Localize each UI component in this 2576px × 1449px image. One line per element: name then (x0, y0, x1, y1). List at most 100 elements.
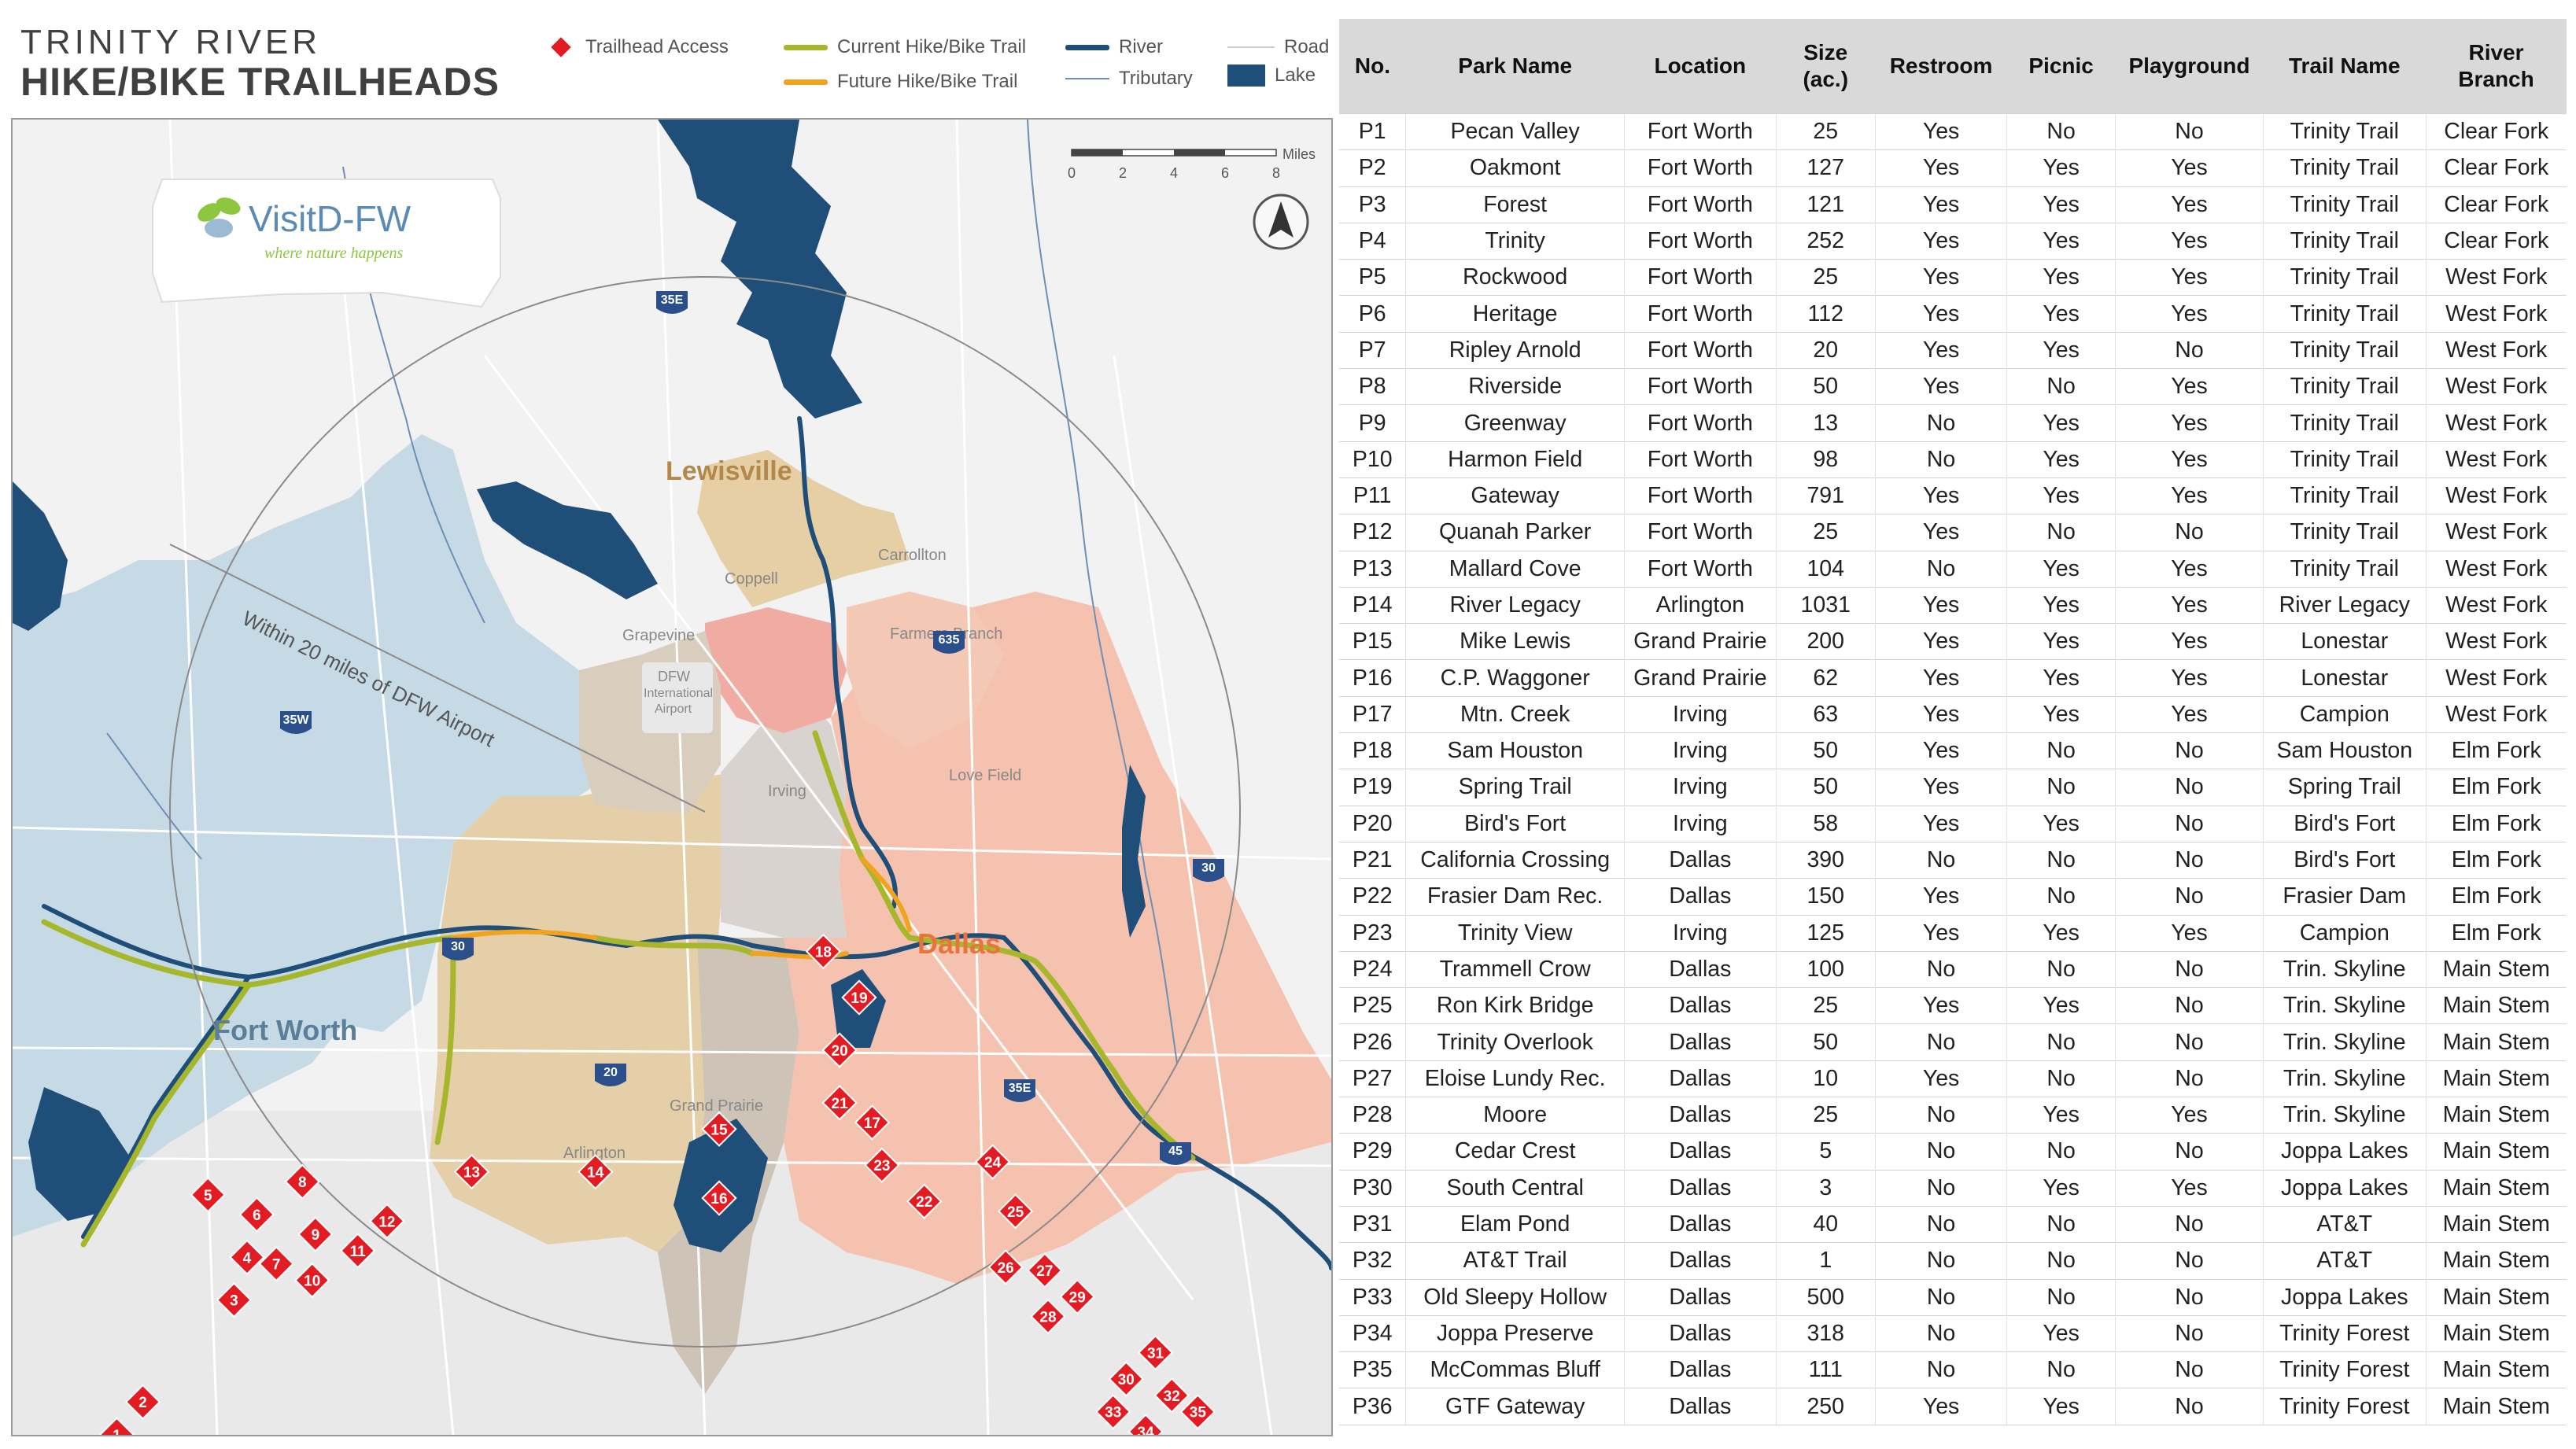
cell-trail-name: Trinity Trail (2263, 295, 2427, 333)
table-row[interactable]: P5 Rockwood Fort Worth 25 Yes Yes Yes Trinity T… (1339, 259, 2567, 296)
trailhead-marker[interactable]: 16 (701, 1180, 737, 1216)
table-row[interactable]: P20 Bird's Fort Irving 58 Yes Yes No Bird's For… (1339, 805, 2567, 842)
cell-park-name: McCommas Bluff (1405, 1351, 1625, 1388)
table-row[interactable]: P2 Oakmont Fort Worth 127 Yes Yes Yes Trinity T… (1339, 149, 2567, 187)
trailhead-marker[interactable]: 23 (864, 1147, 900, 1183)
table-row[interactable]: P4 Trinity Fort Worth 252 Yes Yes Yes Trinity T… (1339, 222, 2567, 260)
col-header-river-branch[interactable]: River Branch (2426, 19, 2567, 114)
cell-river-branch: Main Stem (2425, 1097, 2567, 1134)
table-row[interactable]: P3 Forest Fort Worth 121 Yes Yes Yes Trinity Tr… (1339, 186, 2567, 223)
table-row[interactable]: P14 River Legacy Arlington 1031 Yes Yes Yes Riv… (1339, 586, 2567, 624)
trailhead-number: 24 (984, 1155, 1002, 1171)
trailhead-marker[interactable]: 14 (578, 1153, 614, 1190)
svg-text:20: 20 (603, 1066, 618, 1079)
col-header-picnic[interactable]: Picnic (2006, 19, 2116, 114)
table-row[interactable]: P11 Gateway Fort Worth 791 Yes Yes Yes Trinity … (1339, 477, 2567, 514)
trailhead-marker[interactable]: 20 (821, 1032, 858, 1068)
cell-trail-name: Trinity Forest (2263, 1314, 2427, 1352)
trailhead-marker[interactable]: 18 (805, 933, 842, 970)
table-row[interactable]: P22 Frasier Dam Rec. Dallas 150 Yes No No Frasi… (1339, 878, 2567, 916)
table-row[interactable]: P24 Trammell Crow Dallas 100 No No No Trin. Sky… (1339, 950, 2567, 988)
trailhead-marker[interactable]: 7 (258, 1246, 294, 1282)
col-header-size[interactable]: Size (ac.) (1776, 19, 1876, 114)
trailhead-marker[interactable]: 35 (1179, 1394, 1216, 1430)
table-row[interactable]: P12 Quanah Parker Fort Worth 25 Yes No No Trini… (1339, 514, 2567, 551)
col-header-restroom[interactable]: Restroom (1875, 19, 2007, 114)
trailhead-number: 25 (1007, 1204, 1024, 1221)
trailhead-marker[interactable]: 10 (294, 1262, 330, 1299)
table-row[interactable]: P33 Old Sleepy Hollow Dallas 500 No No No Joppa… (1339, 1278, 2567, 1316)
col-header-no[interactable]: No. (1339, 19, 1406, 114)
cell-no: P33 (1339, 1278, 1406, 1316)
col-header-location[interactable]: Location (1624, 19, 1777, 114)
table-row[interactable]: P28 Moore Dallas 25 No Yes Yes Trin. Skyline Mai… (1339, 1097, 2567, 1134)
logo-leaf-icon (197, 197, 241, 238)
table-header-row: No. Park Name Location Size (ac.) Restro… (1339, 19, 2567, 114)
trailhead-marker[interactable]: 32 (1153, 1377, 1190, 1414)
elm-fork-river (797, 416, 898, 909)
table-row[interactable]: P30 South Central Dallas 3 No Yes Yes Joppa Lak… (1339, 1169, 2567, 1207)
table-row[interactable]: P35 McCommas Bluff Dallas 111 No No No Trinity … (1339, 1351, 2567, 1388)
trailhead-marker[interactable]: 13 (453, 1153, 490, 1190)
table-row[interactable]: P36 GTF Gateway Dallas 250 Yes Yes No Trinity F… (1339, 1388, 2567, 1425)
trailhead-marker[interactable]: 30 (1108, 1361, 1144, 1397)
trailhead-marker[interactable]: 6 (238, 1196, 275, 1233)
trailhead-marker[interactable]: 24 (974, 1144, 1011, 1180)
table-row[interactable]: P34 Joppa Preserve Dallas 318 No Yes No Trinity… (1339, 1314, 2567, 1352)
cell-trail-name: Trinity Trail (2263, 222, 2427, 260)
table-row[interactable]: P32 AT&T Trail Dallas 1 No No No AT&T Main Stem (1339, 1242, 2567, 1279)
table-row[interactable]: P8 Riverside Fort Worth 50 Yes No Yes Trinity T… (1339, 368, 2567, 405)
cell-location: Fort Worth (1623, 149, 1777, 187)
trailhead-marker[interactable]: 5 (190, 1177, 226, 1213)
col-header-playground[interactable]: Playground (2115, 19, 2264, 114)
table-row[interactable]: P13 Mallard Cove Fort Worth 104 No Yes Yes Trin… (1339, 550, 2567, 588)
trail-map[interactable]: Within 20 miles of DFW Airport Lewisvill… (11, 118, 1333, 1436)
cell-trail-name: Campion (2263, 914, 2427, 952)
trailhead-marker[interactable]: 33 (1095, 1394, 1131, 1430)
trailhead-marker[interactable]: 28 (1030, 1298, 1066, 1335)
trailhead-marker[interactable]: 3 (216, 1281, 253, 1318)
table-row[interactable]: P9 Greenway Fort Worth 13 No Yes Yes Trinity Tr… (1339, 404, 2567, 442)
table-row[interactable]: P31 Elam Pond Dallas 40 No No No AT&T Main Stem (1339, 1205, 2567, 1243)
table-row[interactable]: P17 Mtn. Creek Irving 63 Yes Yes Yes Campion Wes… (1339, 695, 2567, 733)
table-row[interactable]: P27 Eloise Lundy Rec. Dallas 10 Yes No No Trin.… (1339, 1060, 2567, 1097)
trailhead-number: 1 (113, 1428, 121, 1435)
trailhead-marker[interactable]: 29 (1059, 1278, 1095, 1315)
col-header-park-name[interactable]: Park Name (1405, 19, 1625, 114)
col-header-trail-name[interactable]: Trail Name (2263, 19, 2427, 114)
table-row[interactable]: P16 C.P. Waggoner Grand Prairie 62 Yes Yes Yes… (1339, 659, 2567, 697)
trailhead-marker[interactable]: 9 (297, 1216, 334, 1252)
trailhead-marker[interactable]: 31 (1137, 1334, 1174, 1371)
trailhead-marker[interactable]: 34 (1127, 1414, 1164, 1435)
table-row[interactable]: P23 Trinity View Irving 125 Yes Yes Yes Campion… (1339, 914, 2567, 952)
cell-picnic: Yes (2006, 259, 2116, 296)
trailhead-marker[interactable]: 26 (987, 1249, 1024, 1285)
table-row[interactable]: P21 California Crossing Dallas 390 No No No Bir… (1339, 841, 2567, 879)
trailhead-marker[interactable]: 8 (284, 1163, 320, 1200)
highway-shield: 35E (1004, 1079, 1035, 1102)
trailhead-marker[interactable]: 12 (369, 1203, 405, 1239)
table-row[interactable]: P29 Cedar Crest Dallas 5 No No No Joppa Lakes Ma… (1339, 1133, 2567, 1171)
trailhead-marker[interactable]: 11 (340, 1233, 376, 1269)
logo-tagline: where nature happens (264, 245, 403, 262)
trailhead-marker[interactable]: 17 (854, 1104, 891, 1141)
table-row[interactable]: P10 Harmon Field Fort Worth 98 No Yes Yes Trini… (1339, 441, 2567, 478)
trailhead-marker[interactable]: 15 (701, 1111, 737, 1147)
trailhead-marker[interactable]: 27 (1027, 1252, 1063, 1289)
trailhead-marker[interactable]: 2 (124, 1384, 161, 1420)
table-row[interactable]: P7 Ripley Arnold Fort Worth 20 Yes Yes No Trini… (1339, 331, 2567, 369)
table-row[interactable]: P15 Mike Lewis Grand Prairie 200 Yes Yes Yes Lo… (1339, 623, 2567, 660)
table-row[interactable]: P1 Pecan Valley Fort Worth 25 Yes No No Trinity… (1339, 112, 2567, 150)
trailhead-marker[interactable]: 25 (997, 1193, 1034, 1230)
trailhead-marker[interactable]: 4 (229, 1239, 265, 1275)
cell-size: 3 (1775, 1169, 1876, 1207)
cell-river-branch: West Fork (2425, 404, 2567, 442)
trailhead-marker[interactable]: 22 (906, 1183, 943, 1219)
table-row[interactable]: P19 Spring Trail Irving 50 Yes No No Spring Tra… (1339, 769, 2567, 806)
table-row[interactable]: P25 Ron Kirk Bridge Dallas 25 Yes Yes No Trin. … (1339, 987, 2567, 1024)
trailhead-marker[interactable]: 21 (821, 1085, 858, 1121)
table-row[interactable]: P18 Sam Houston Irving 50 Yes No No Sam Houston… (1339, 732, 2567, 769)
table-row[interactable]: P6 Heritage Fort Worth 112 Yes Yes Yes Trinity … (1339, 295, 2567, 333)
trailhead-marker[interactable]: 19 (841, 979, 877, 1016)
table-row[interactable]: P26 Trinity Overlook Dallas 50 No No No Trin. S… (1339, 1023, 2567, 1061)
